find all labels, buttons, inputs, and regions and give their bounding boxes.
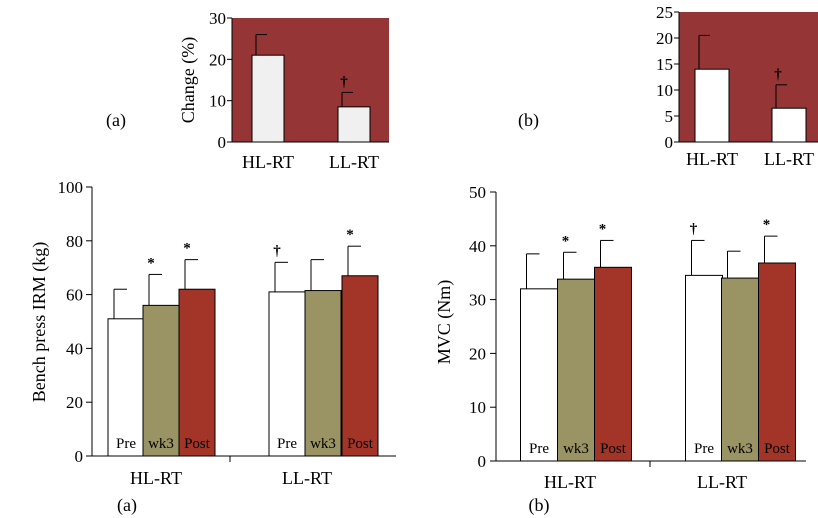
main-b-wk3-1-annotation: * bbox=[562, 233, 570, 249]
inset-a-bar-1 bbox=[251, 54, 285, 143]
main-b-post-1-bar bbox=[594, 266, 632, 462]
inset-a-marks: † bbox=[251, 34, 371, 143]
main-a-post-1-annotation: * bbox=[183, 241, 191, 257]
main-b-ytick-label-5: 50 bbox=[469, 183, 486, 202]
inset-b-ytick-label-2: 10 bbox=[656, 81, 673, 100]
main-b-post-2-annotation: * bbox=[763, 217, 771, 233]
main-a-ytick-label-3: 60 bbox=[66, 286, 83, 305]
inset-a-bar-2 bbox=[337, 106, 371, 143]
main-chart-b: MVC (Nm) 0 10 20 30 40 50 Pre * wk3 * Post † Pre wk3… bbox=[434, 183, 806, 516]
main-b-ytick-label-2: 20 bbox=[469, 344, 486, 363]
main-a-ylabel: Bench press IRM (kg) bbox=[29, 242, 50, 402]
main-a-pre-1-series-label: Pre bbox=[116, 436, 136, 452]
inset-a-ytick-label-1: 10 bbox=[209, 92, 226, 111]
main-a-pre-2-bar bbox=[268, 291, 306, 457]
main-b-pre-1-bar bbox=[520, 288, 558, 462]
main-a-post-2-annotation: * bbox=[346, 227, 354, 243]
inset-b-cat-1: HL-RT bbox=[686, 149, 738, 169]
inset-b-panel-label: (b) bbox=[518, 110, 539, 131]
inset-b-bar-1 bbox=[694, 68, 730, 143]
main-b-post-1-annotation: * bbox=[599, 221, 607, 237]
inset-a-cat-1: HL-RT bbox=[242, 152, 294, 172]
main-b-post-1-series-label: Post bbox=[600, 441, 627, 457]
main-b-pre-2-annotation: † bbox=[690, 221, 698, 237]
main-b-wk3-2-bar bbox=[721, 277, 759, 462]
main-a-panel-label: (a) bbox=[117, 495, 137, 516]
main-a-marks: Pre * wk3 * Post † Pre wk3 * Post bbox=[107, 227, 379, 457]
main-a-wk3-2-series-label: wk3 bbox=[310, 436, 336, 452]
inset-b-ytick-label-3: 15 bbox=[656, 55, 673, 74]
inset-a-annotation-2: † bbox=[340, 74, 348, 90]
main-a-post-2-bar bbox=[341, 275, 379, 457]
main-b-post-2-series-label: Post bbox=[764, 441, 791, 457]
main-a-pre-2-annotation: † bbox=[273, 243, 281, 259]
main-a-cat-1: HL-RT bbox=[130, 468, 182, 488]
main-a-cat-2: LL-RT bbox=[282, 468, 332, 488]
main-a-wk3-1-annotation: * bbox=[147, 255, 155, 271]
main-b-ytick-label-3: 30 bbox=[469, 291, 486, 310]
inset-b-ytick-label-4: 20 bbox=[656, 29, 673, 48]
main-b-ytick-label-1: 10 bbox=[469, 398, 486, 417]
main-a-ytick-label-1: 20 bbox=[66, 393, 83, 412]
main-b-pre-2-bar bbox=[685, 274, 723, 462]
main-a-post-1-series-label: Post bbox=[184, 436, 211, 452]
inset-b-ytick-label-1: 5 bbox=[665, 107, 674, 126]
main-b-cat-1: HL-RT bbox=[544, 472, 596, 492]
inset-a-cat-2: LL-RT bbox=[329, 152, 379, 172]
inset-a-ytick-label-0: 0 bbox=[218, 133, 227, 152]
inset-a-ytick-label-2: 20 bbox=[209, 50, 226, 69]
main-chart-a: Bench press IRM (kg) 0 20 40 60 80 100 Pre * wk… bbox=[29, 178, 396, 516]
main-b-wk3-1-bar bbox=[557, 278, 595, 462]
inset-b-annotation-2: † bbox=[774, 67, 782, 83]
inset-a-ytick-label-3: 30 bbox=[209, 9, 226, 28]
main-a-pre-2-series-label: Pre bbox=[277, 436, 297, 452]
main-a-pre-1-bar bbox=[107, 318, 145, 457]
inset-chart-a: (a) Change (%) 0 10 20 30 † HL-RT LL-RT bbox=[106, 9, 389, 172]
main-a-wk3-1-series-label: wk3 bbox=[148, 436, 174, 452]
inset-a-ylabel: Change (%) bbox=[178, 37, 199, 123]
inset-b-bar-2 bbox=[771, 107, 807, 143]
main-b-panel-label: (b) bbox=[529, 495, 550, 516]
main-b-pre-2-series-label: Pre bbox=[694, 441, 714, 457]
inset-b-cat-2: LL-RT bbox=[764, 149, 814, 169]
inset-b-ytick-label-0: 0 bbox=[665, 133, 674, 152]
main-b-ytick-label-4: 40 bbox=[469, 237, 486, 256]
main-a-wk3-2-bar bbox=[304, 290, 342, 457]
main-a-post-2-series-label: Post bbox=[347, 436, 374, 452]
main-b-pre-1-series-label: Pre bbox=[529, 441, 549, 457]
main-b-wk3-2-series-label: wk3 bbox=[727, 441, 753, 457]
main-b-marks: Pre * wk3 * Post † Pre wk3 * Post bbox=[520, 217, 796, 462]
main-b-ytick-label-0: 0 bbox=[478, 452, 487, 471]
inset-a-panel-label: (a) bbox=[106, 110, 126, 131]
main-a-wk3-1-bar bbox=[142, 304, 180, 457]
main-b-post-2-bar bbox=[758, 262, 796, 462]
inset-b-yticks: 0 5 10 15 20 25 bbox=[656, 3, 818, 152]
main-b-wk3-1-series-label: wk3 bbox=[563, 441, 589, 457]
main-a-ytick-label-5: 100 bbox=[58, 178, 84, 197]
inset-b-ytick-label-5: 25 bbox=[656, 3, 673, 22]
main-b-cat-2: LL-RT bbox=[697, 472, 747, 492]
main-a-ytick-label-4: 80 bbox=[66, 232, 83, 251]
main-a-ytick-label-0: 0 bbox=[75, 447, 84, 466]
main-a-post-1-bar bbox=[178, 288, 216, 457]
inset-b-marks: † bbox=[694, 34, 807, 143]
main-a-ytick-label-2: 40 bbox=[66, 339, 83, 358]
inset-chart-b: (b) 0 5 10 15 20 25 † HL-RT LL-RT bbox=[518, 3, 818, 169]
inset-a-yticks: 0 10 20 30 bbox=[209, 9, 389, 152]
main-b-ylabel: MVC (Nm) bbox=[434, 280, 455, 365]
